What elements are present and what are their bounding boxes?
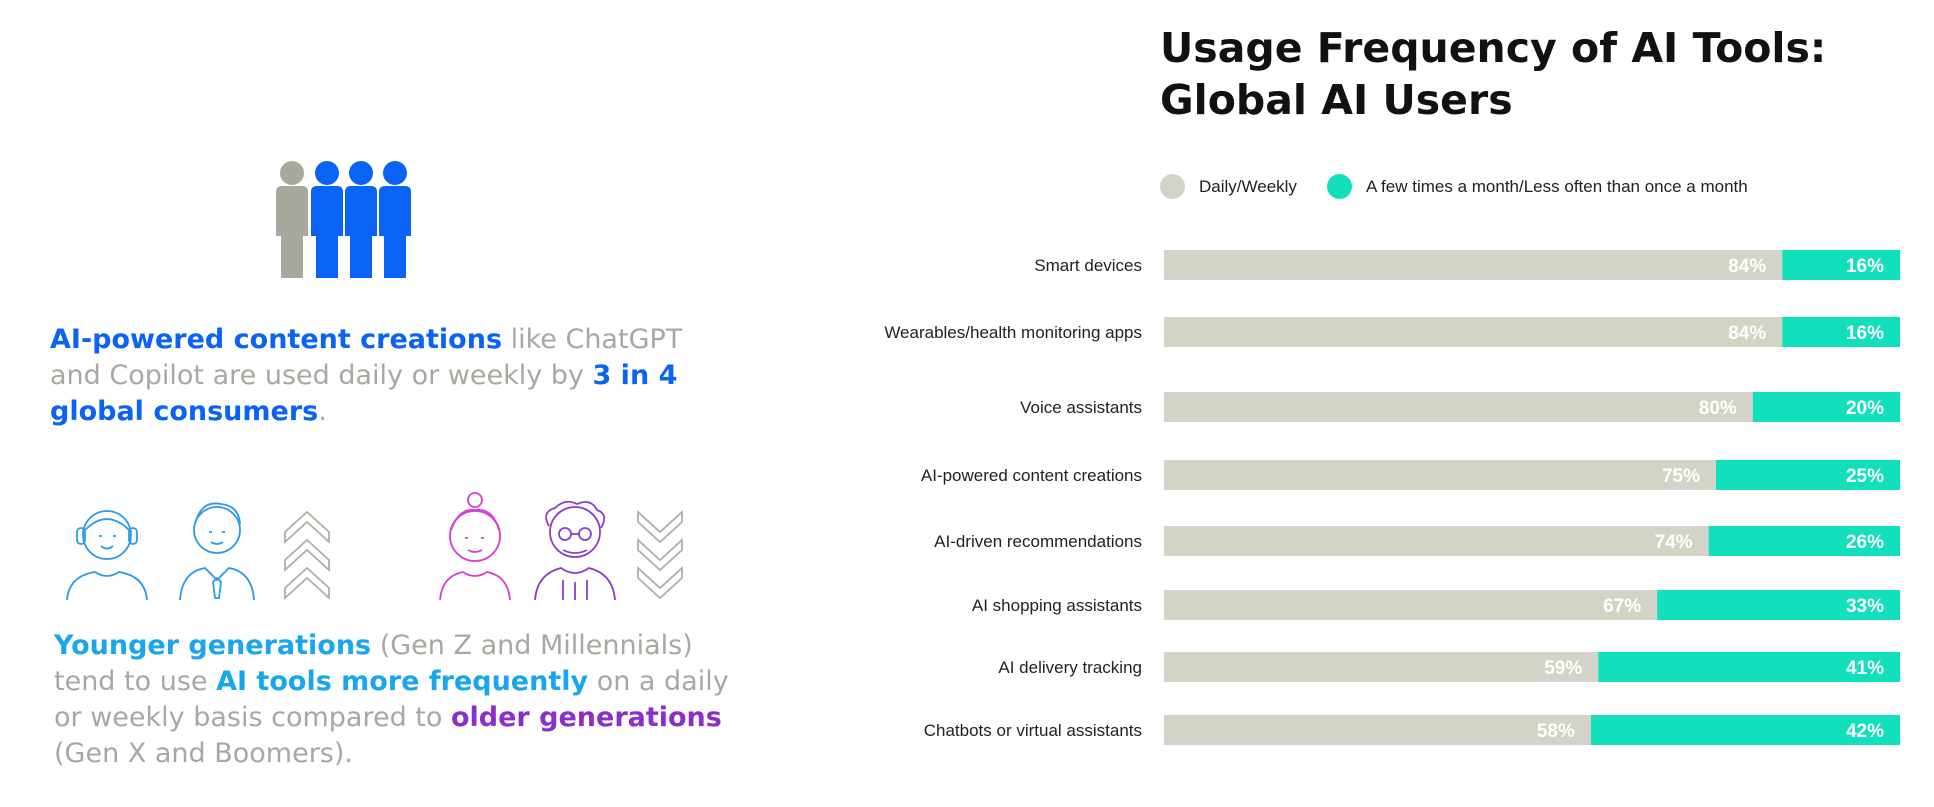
bar-daily-weekly — [1164, 460, 1716, 490]
older-woman-icon — [439, 492, 511, 601]
statement1-text-2: . — [318, 396, 327, 427]
data-label-daily-weekly: 84% — [1728, 323, 1766, 344]
bar-daily-weekly — [1164, 317, 1783, 347]
generations-statement: Younger generations (Gen Z and Millennia… — [54, 628, 734, 772]
person-blue-icon — [311, 161, 411, 278]
bar-daily-weekly — [1164, 392, 1753, 422]
young-woman-icon — [66, 510, 148, 601]
bar-monthly — [1657, 590, 1900, 620]
data-label-monthly: 41% — [1846, 658, 1884, 679]
data-label-monthly: 42% — [1846, 721, 1884, 742]
data-label-daily-weekly: 80% — [1699, 398, 1737, 419]
bar-monthly — [1782, 250, 1900, 280]
chevron-down-icon — [637, 509, 683, 600]
category-label: AI shopping assistants — [972, 596, 1142, 615]
data-label-monthly: 26% — [1846, 532, 1884, 553]
category-label: AI delivery tracking — [998, 658, 1142, 677]
legend-swatch-teal — [1326, 174, 1352, 199]
legend-item-daily: Daily/Weekly — [1160, 174, 1297, 199]
bar-monthly — [1598, 652, 1900, 682]
statement1-highlight-2: 3 in 4 global consumers — [50, 360, 678, 427]
data-label-monthly: 20% — [1846, 398, 1884, 419]
chevron-up-icon — [284, 510, 330, 601]
data-label-daily-weekly: 84% — [1728, 256, 1766, 277]
bar-daily-weekly — [1164, 715, 1591, 745]
data-label-monthly: 16% — [1846, 256, 1884, 277]
data-label-monthly: 25% — [1846, 466, 1884, 487]
data-label-daily-weekly: 75% — [1662, 466, 1700, 487]
bar-monthly — [1708, 526, 1900, 556]
young-man-icon — [179, 502, 255, 601]
statement2-text-3: (Gen X and Boomers). — [54, 738, 353, 769]
bar-daily-weekly — [1164, 652, 1599, 682]
person-gray-icon — [276, 161, 308, 278]
category-label: Chatbots or virtual assistants — [924, 721, 1142, 740]
legend-item-monthly: A few times a month/Less often than once… — [1326, 174, 1748, 199]
category-label: AI-driven recommendations — [934, 532, 1142, 551]
category-label: AI-powered content creations — [921, 466, 1142, 485]
bar-monthly — [1716, 460, 1900, 490]
content-creation-statement: AI-powered content creations like ChatGP… — [50, 322, 710, 430]
legend-label-monthly: A few times a month/Less often than once… — [1365, 176, 1748, 196]
bar-monthly — [1590, 715, 1900, 745]
chart-title-line-2: Global AI Users — [1160, 76, 1513, 124]
bar-daily-weekly — [1164, 526, 1709, 556]
bar-daily-weekly — [1164, 590, 1658, 620]
legend-swatch-gray — [1160, 174, 1185, 199]
category-label: Voice assistants — [1020, 398, 1142, 417]
statement2-highlight-2: AI tools more frequently — [216, 666, 589, 697]
statement2-highlight-3: older generations — [450, 702, 722, 733]
older-man-icon — [534, 500, 616, 601]
statement2-text-1: (Gen Z and Millennials) tend to use — [54, 630, 693, 697]
people-group-icon — [276, 161, 411, 278]
chart-title: Usage Frequency of AI Tools: Global AI U… — [1160, 22, 1880, 126]
bar-daily-weekly — [1164, 250, 1783, 280]
bar-monthly — [1752, 392, 1900, 422]
bar-chart: Smart devices 84% 16% Wearables/health moni… — [884, 250, 1900, 745]
bar-monthly — [1782, 317, 1900, 347]
category-label: Wearables/health monitoring apps — [884, 323, 1142, 342]
chart-legend: Daily/Weekly A few times a month/Less of… — [1160, 174, 1748, 199]
statement2-highlight-1: Younger generations — [54, 630, 372, 661]
data-label-daily-weekly: 59% — [1544, 658, 1582, 679]
statement2-text-2: on a daily or weekly basis compared to — [54, 666, 729, 733]
data-label-daily-weekly: 74% — [1655, 532, 1693, 553]
data-label-monthly: 16% — [1846, 323, 1884, 344]
data-label-daily-weekly: 67% — [1603, 596, 1641, 617]
category-label: Smart devices — [1034, 256, 1142, 275]
generations-illustration — [66, 492, 683, 601]
data-label-monthly: 33% — [1846, 596, 1884, 617]
legend-label-daily: Daily/Weekly — [1199, 176, 1297, 196]
statement1-text-1: like ChatGPT and Copilot are used daily … — [50, 324, 683, 391]
chart-title-line-1: Usage Frequency of AI Tools: — [1160, 24, 1827, 72]
data-label-daily-weekly: 58% — [1537, 721, 1575, 742]
statement1-highlight-1: AI-powered content creations — [50, 324, 503, 355]
